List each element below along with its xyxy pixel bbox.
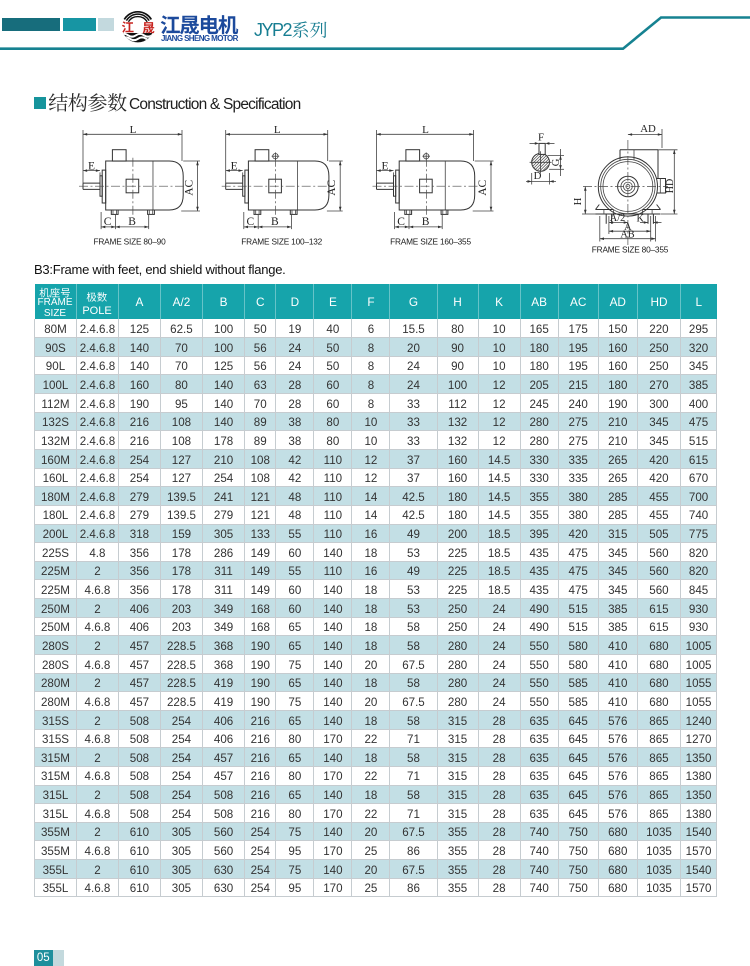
svg-text:HD: HD [665,179,676,193]
svg-text:C: C [246,216,254,228]
svg-text:E: E [88,161,95,173]
svg-text:AC: AC [326,179,338,195]
svg-text:D: D [534,170,542,182]
svg-text:FRAME SIZE 80–355: FRAME SIZE 80–355 [592,244,669,254]
svg-text:L: L [422,124,429,136]
svg-text:H: H [573,197,584,205]
svg-text:K: K [636,213,644,224]
svg-text:FRAME SIZE 80–90: FRAME SIZE 80–90 [94,236,167,246]
svg-text:AC: AC [184,179,196,195]
svg-text:AC: AC [477,179,489,195]
svg-text:L: L [274,124,281,136]
svg-text:B: B [271,216,279,228]
svg-text:FRAME SIZE 100–132: FRAME SIZE 100–132 [241,236,322,246]
svg-text:B: B [422,216,430,228]
svg-text:FRAME SIZE 160–355: FRAME SIZE 160–355 [390,236,471,246]
svg-text:B: B [128,216,136,228]
svg-text:G: G [551,158,562,166]
svg-text:E: E [231,161,238,173]
svg-text:L: L [130,124,137,136]
svg-text:C: C [104,216,112,228]
svg-text:AB: AB [620,230,634,241]
svg-text:C: C [397,216,405,228]
svg-text:E: E [381,161,388,173]
svg-text:A/2: A/2 [610,213,625,224]
svg-text:F: F [538,132,544,144]
svg-text:A: A [624,222,632,233]
svg-text:AD: AD [640,123,656,135]
